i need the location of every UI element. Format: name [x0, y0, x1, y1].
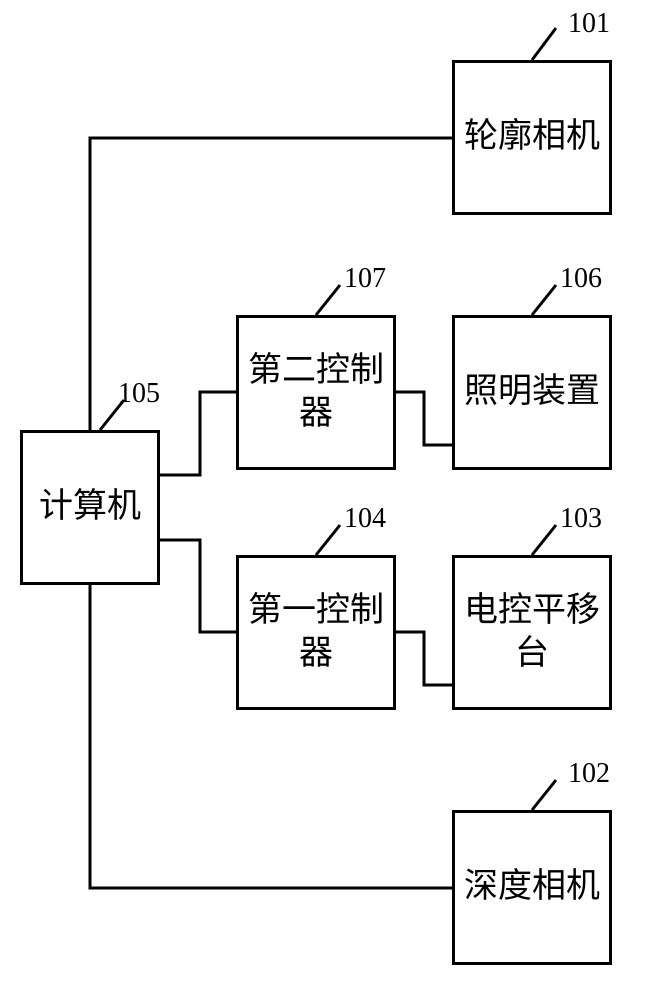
- node-label: 照明装置: [464, 371, 600, 414]
- node-label: 深度相机: [464, 866, 600, 909]
- node-computer: 计算机: [20, 430, 160, 585]
- node-motorized-stage: 电控平移台: [452, 555, 612, 710]
- ref-label-103: 103: [560, 503, 602, 535]
- node-lighting-device: 照明装置: [452, 315, 612, 470]
- node-first-controller: 第一控制器: [236, 555, 396, 710]
- node-second-controller: 第二控制器: [236, 315, 396, 470]
- ref-label-107: 107: [344, 263, 386, 295]
- node-label: 计算机: [39, 486, 141, 529]
- ref-label-101: 101: [568, 8, 610, 40]
- node-label: 第一控制器: [247, 590, 385, 675]
- ref-label-106: 106: [560, 263, 602, 295]
- diagram-canvas: 轮廓相机 第二控制器 照明装置 计算机 第一控制器 电控平移台 深度相机 101…: [0, 0, 668, 1000]
- node-label: 轮廓相机: [464, 116, 600, 159]
- ref-label-102: 102: [568, 758, 610, 790]
- node-label: 电控平移台: [463, 590, 601, 675]
- ref-label-105: 105: [118, 378, 160, 410]
- ref-label-104: 104: [344, 503, 386, 535]
- node-label: 第二控制器: [247, 350, 385, 435]
- node-depth-camera: 深度相机: [452, 810, 612, 965]
- node-contour-camera: 轮廓相机: [452, 60, 612, 215]
